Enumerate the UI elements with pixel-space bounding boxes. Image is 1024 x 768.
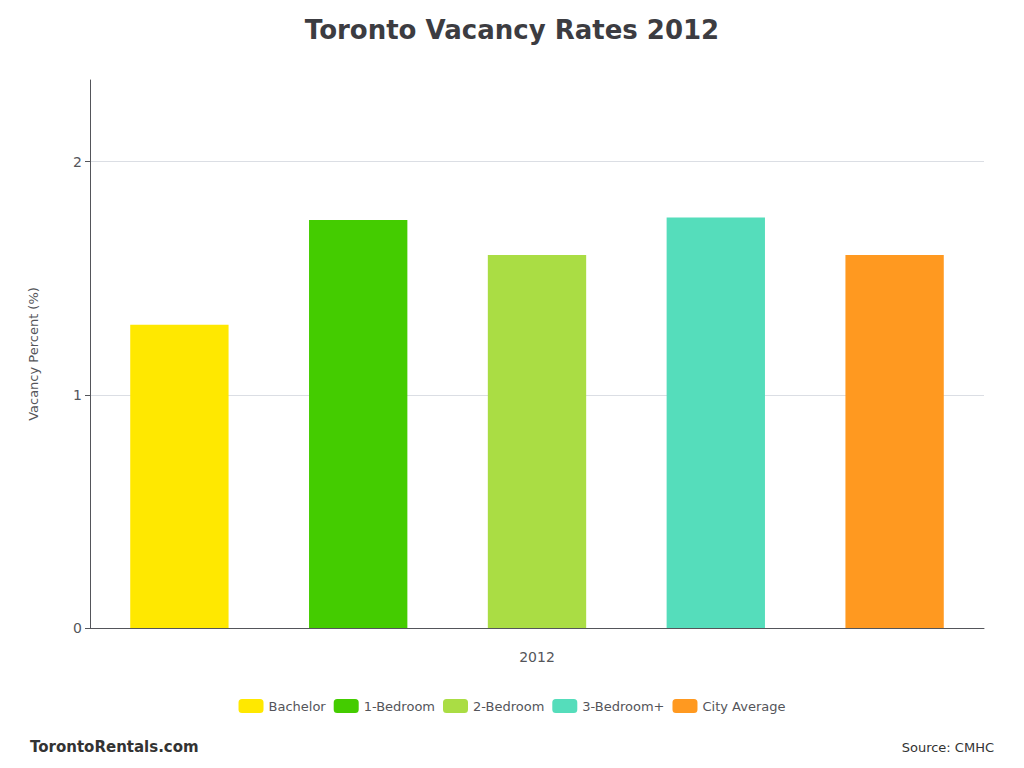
svg-text:2012: 2012 xyxy=(519,649,555,665)
svg-text:0: 0 xyxy=(73,620,82,636)
svg-text:3-Bedroom+: 3-Bedroom+ xyxy=(582,699,664,714)
svg-text:Bachelor: Bachelor xyxy=(269,699,327,714)
svg-text:City Average: City Average xyxy=(702,699,785,714)
svg-text:Vacancy Percent (%): Vacancy Percent (%) xyxy=(26,287,41,421)
svg-text:1: 1 xyxy=(73,387,82,403)
svg-text:Source: CMHC: Source: CMHC xyxy=(902,740,994,755)
svg-text:Toronto Vacancy Rates 2012: Toronto Vacancy Rates 2012 xyxy=(305,15,719,45)
svg-text:2-Bedroom: 2-Bedroom xyxy=(473,699,544,714)
svg-text:2: 2 xyxy=(73,154,82,170)
svg-text:TorontoRentals.com: TorontoRentals.com xyxy=(30,738,199,756)
svg-text:1-Bedroom: 1-Bedroom xyxy=(364,699,435,714)
